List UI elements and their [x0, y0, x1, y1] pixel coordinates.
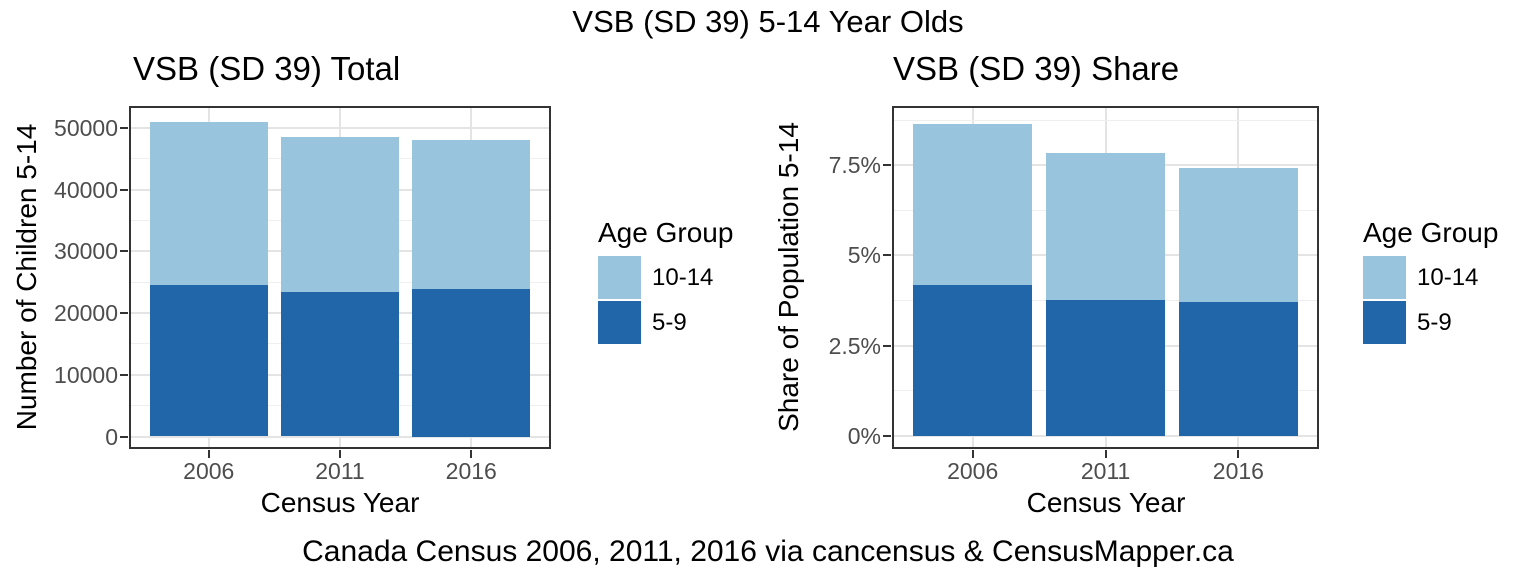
legend-title-total: Age Group — [598, 217, 734, 248]
y-tick-mark — [883, 435, 891, 437]
bar-share-2016-10-14 — [1178, 168, 1299, 303]
legend-swatch-5-9 — [1363, 301, 1406, 344]
gridline-y-major — [130, 435, 550, 438]
y-tick-mark — [883, 254, 891, 257]
y-tick-mark — [883, 344, 891, 347]
x-tick-mark — [339, 450, 341, 458]
bar-total-2006-5-9 — [149, 285, 268, 437]
plot-title-share: VSB (SD 39) Share — [893, 50, 1180, 87]
bar-total-2011-5-9 — [281, 292, 399, 437]
x-tick-label: 2016 — [445, 458, 497, 484]
y-tick-mark — [120, 250, 128, 253]
x-tick-label: 2011 — [315, 458, 365, 484]
bar-share-2006-5-9 — [912, 285, 1033, 436]
figure-caption: Canada Census 2006, 2011, 2016 via cance… — [302, 535, 1234, 568]
legend-label-10-14: 10-14 — [652, 264, 714, 291]
gridline-y-major — [893, 435, 1318, 437]
x-tick-mark — [1104, 450, 1107, 458]
y-tick-label: 10000 — [54, 361, 118, 388]
y-tick-mark — [883, 164, 891, 167]
legend-label-5-9: 5-9 — [652, 309, 687, 336]
bar-total-2006-10-14 — [149, 122, 268, 286]
bar-share-2011-5-9 — [1045, 299, 1166, 436]
legend-swatch-5-9 — [598, 301, 641, 344]
x-tick-label: 2006 — [183, 458, 235, 484]
x-axis-title-share: Census Year — [1026, 487, 1186, 518]
gridline-y-minor — [893, 119, 1318, 121]
y-tick-label: 5% — [847, 242, 881, 269]
y-tick-label: 0% — [847, 423, 881, 449]
legend-swatch-10-14 — [598, 256, 641, 299]
y-tick-label: 2.5% — [828, 332, 881, 359]
gridline-y-major — [130, 126, 550, 129]
y-tick-mark — [120, 435, 128, 438]
figure-title: VSB (SD 39) 5-14 Year Olds — [572, 4, 964, 39]
panel-border-share — [892, 106, 1319, 449]
panel-border-total — [129, 106, 551, 449]
y-tick-mark — [120, 126, 128, 129]
legend-label-5-9: 5-9 — [1417, 309, 1452, 336]
x-tick-mark — [470, 450, 473, 458]
bar-share-2011-10-14 — [1045, 152, 1166, 300]
x-tick-label: 2016 — [1212, 458, 1264, 484]
bar-share-2016-5-9 — [1178, 302, 1299, 436]
bar-total-2016-5-9 — [412, 289, 531, 437]
bar-share-2006-10-14 — [912, 124, 1033, 286]
y-tick-mark — [120, 373, 128, 376]
plot-title-total: VSB (SD 39) Total — [133, 50, 401, 87]
y-tick-label: 0 — [105, 423, 118, 450]
y-tick-mark — [120, 312, 128, 315]
y-tick-mark — [120, 188, 128, 191]
legend-label-10-14: 10-14 — [1417, 264, 1479, 291]
x-tick-label: 2006 — [947, 458, 999, 484]
bar-total-2011-10-14 — [281, 137, 399, 293]
bar-total-2016-10-14 — [412, 140, 531, 290]
y-tick-label: 30000 — [54, 238, 118, 265]
legend-swatch-10-14 — [1363, 256, 1406, 299]
x-axis-title-total: Census Year — [260, 487, 420, 518]
y-tick-label: 40000 — [54, 176, 118, 203]
x-tick-mark — [971, 450, 974, 458]
x-tick-label: 2011 — [1080, 458, 1131, 484]
x-tick-mark — [207, 450, 210, 458]
y-tick-label: 7.5% — [828, 152, 881, 179]
y-tick-label: 50000 — [54, 114, 118, 141]
y-tick-label: 20000 — [54, 300, 118, 327]
legend-title-share: Age Group — [1363, 217, 1499, 248]
x-tick-mark — [1237, 450, 1240, 458]
